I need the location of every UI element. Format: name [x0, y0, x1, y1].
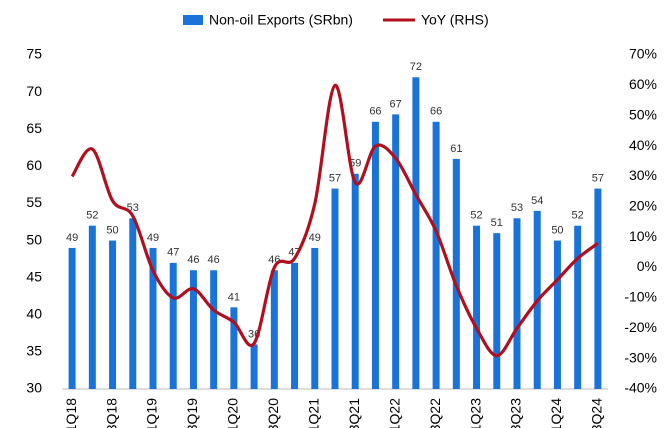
x-tick-label: 3Q21	[346, 398, 362, 428]
y-tick-label: 60	[26, 157, 42, 173]
bar	[129, 218, 137, 389]
value-label: 54	[531, 195, 543, 207]
x-tick-label: 3Q19	[184, 398, 200, 428]
value-label: 49	[66, 232, 78, 244]
value-label: 46	[208, 254, 220, 266]
bar	[513, 218, 521, 389]
value-label: 67	[390, 98, 402, 110]
y2-tick-label: 60%	[629, 76, 657, 92]
y2-tick-label: 20%	[629, 198, 657, 214]
line	[70, 83, 599, 358]
value-label: 52	[572, 210, 584, 222]
x-tick-label: 1Q20	[225, 398, 241, 428]
bar	[88, 225, 96, 389]
bar	[311, 247, 319, 389]
y2-tick-label: 30%	[629, 167, 657, 183]
value-label: 57	[329, 173, 341, 185]
y-tick-label: 45	[26, 268, 42, 284]
bar	[594, 188, 602, 389]
bar	[331, 188, 339, 389]
value-label: 66	[369, 106, 381, 118]
x-tick-label: 1Q23	[467, 398, 483, 428]
x-tick-label: 1Q22	[386, 398, 402, 428]
y-tick-label: 65	[26, 120, 42, 136]
x-tick-label: 3Q18	[103, 398, 119, 428]
y2-tick-label: 70%	[629, 46, 657, 62]
y2-tick-label: 40%	[629, 137, 657, 153]
y-tick-label: 70	[26, 83, 42, 99]
value-label: 49	[147, 232, 159, 244]
value-label: 72	[410, 61, 422, 73]
bar	[68, 247, 76, 389]
value-label: 41	[228, 291, 240, 303]
value-label: 52	[470, 210, 482, 222]
x-tick-label: 1Q21	[305, 398, 321, 428]
legend-swatch	[183, 15, 203, 25]
y2-tick-label: 0%	[637, 258, 657, 274]
y-tick-label: 35	[26, 343, 42, 359]
bar	[452, 158, 460, 389]
bar	[371, 121, 379, 390]
bar	[392, 114, 400, 389]
y-tick-label: 40	[26, 305, 42, 321]
bar	[553, 240, 561, 389]
x-tick-label: 3Q22	[427, 398, 443, 428]
legend-label: YoY (RHS)	[421, 12, 489, 28]
value-label: 57	[592, 173, 604, 185]
value-label: 50	[106, 224, 118, 236]
value-label: 61	[450, 143, 462, 155]
legend-label: Non-oil Exports (SRbn)	[209, 12, 353, 28]
value-label: 46	[187, 254, 199, 266]
x-tick-label: 3Q20	[265, 398, 281, 428]
x-tick-label: 1Q24	[548, 398, 564, 428]
bar	[473, 225, 481, 389]
value-label: 52	[86, 210, 98, 222]
value-label: 66	[430, 106, 442, 118]
bar	[149, 247, 157, 389]
value-label: 53	[511, 202, 523, 214]
bar	[412, 77, 420, 390]
y-tick-label: 75	[26, 46, 42, 62]
x-tick-label: 1Q19	[144, 398, 160, 428]
value-label: 50	[551, 224, 563, 236]
bar	[169, 262, 177, 389]
x-tick-label: 3Q24	[589, 398, 605, 428]
value-label: 51	[491, 217, 503, 229]
value-label: 47	[167, 247, 179, 259]
x-tick-label: 3Q23	[508, 398, 524, 428]
y2-tick-label: -10%	[624, 289, 657, 305]
bar	[432, 121, 440, 390]
bar	[250, 344, 258, 389]
y-tick-label: 50	[26, 231, 42, 247]
y2-tick-label: 50%	[629, 106, 657, 122]
bar	[189, 270, 197, 389]
y2-tick-label: -20%	[624, 319, 657, 335]
value-label: 49	[309, 232, 321, 244]
bar	[574, 225, 582, 389]
bar	[291, 262, 299, 389]
y2-tick-label: 10%	[629, 228, 657, 244]
bar	[109, 240, 117, 389]
bar	[493, 233, 501, 389]
bar	[270, 270, 278, 389]
y-tick-label: 55	[26, 194, 42, 210]
y2-tick-label: -40%	[624, 380, 657, 396]
value-label: 47	[288, 247, 300, 259]
bar	[351, 173, 359, 389]
bar	[210, 270, 218, 389]
bar	[230, 307, 238, 389]
y-tick-label: 30	[26, 380, 42, 396]
x-tick-label: 1Q18	[63, 398, 79, 428]
y2-tick-label: -30%	[624, 349, 657, 365]
